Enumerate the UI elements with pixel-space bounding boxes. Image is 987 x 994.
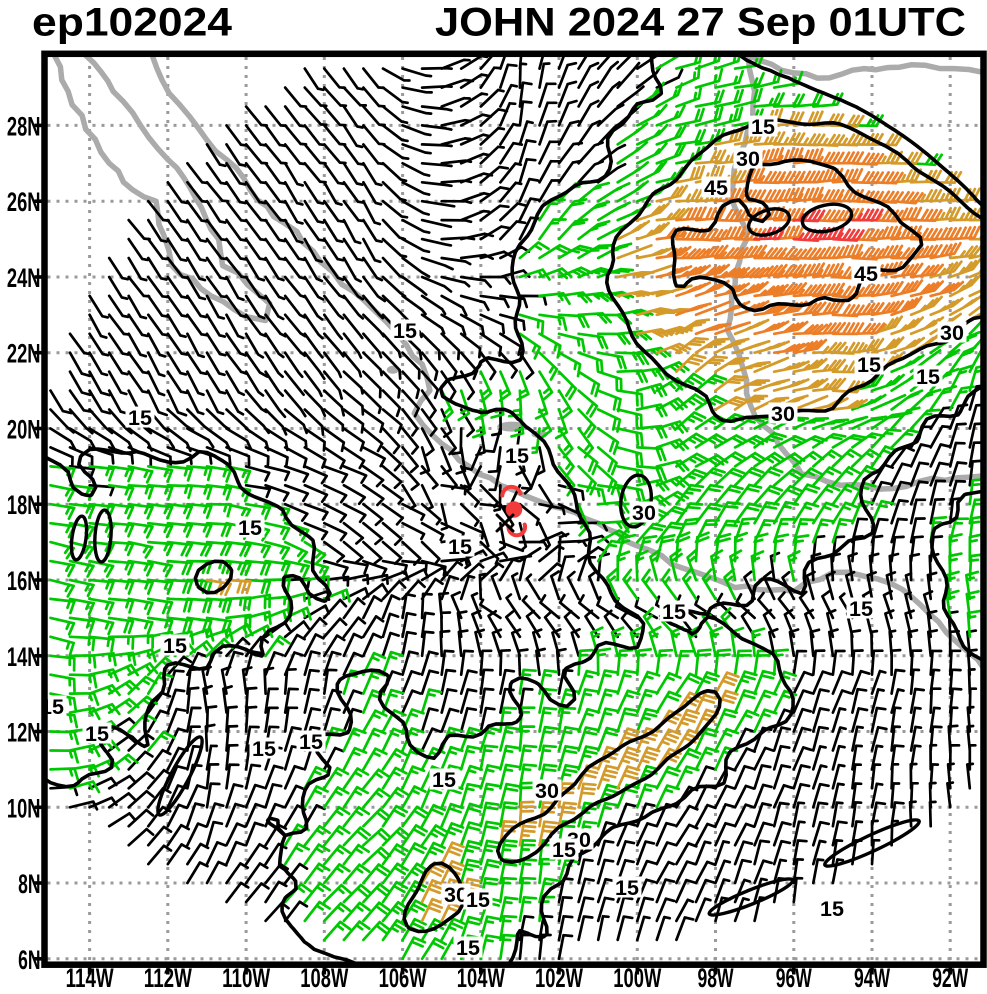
svg-text:15: 15 bbox=[849, 597, 873, 621]
svg-text:ep102024: ep102024 bbox=[32, 1, 233, 45]
svg-text:30: 30 bbox=[771, 402, 795, 426]
svg-text:30: 30 bbox=[736, 147, 760, 171]
svg-text:15: 15 bbox=[505, 444, 529, 468]
svg-text:10N: 10N bbox=[7, 793, 41, 823]
svg-text:8N: 8N bbox=[18, 869, 40, 899]
svg-text:20N: 20N bbox=[7, 415, 41, 445]
svg-text:15: 15 bbox=[128, 406, 152, 430]
svg-text:30: 30 bbox=[940, 321, 964, 345]
svg-text:15: 15 bbox=[238, 516, 262, 540]
svg-text:15: 15 bbox=[466, 888, 490, 912]
svg-text:26N: 26N bbox=[7, 187, 41, 217]
svg-text:28N: 28N bbox=[7, 111, 41, 141]
svg-text:15: 15 bbox=[40, 695, 64, 719]
svg-text:18N: 18N bbox=[7, 490, 41, 520]
svg-text:114W: 114W bbox=[66, 963, 114, 989]
svg-text:24N: 24N bbox=[7, 263, 41, 293]
svg-text:104W: 104W bbox=[457, 963, 505, 989]
svg-text:92W: 92W bbox=[932, 963, 968, 989]
svg-text:45: 45 bbox=[854, 262, 878, 286]
svg-text:45: 45 bbox=[704, 176, 728, 200]
svg-text:100W: 100W bbox=[613, 963, 661, 989]
svg-text:16N: 16N bbox=[7, 566, 41, 596]
svg-text:15: 15 bbox=[916, 365, 940, 389]
svg-text:15: 15 bbox=[393, 319, 417, 343]
svg-text:15: 15 bbox=[448, 535, 472, 559]
svg-text:15: 15 bbox=[85, 722, 109, 746]
svg-text:14N: 14N bbox=[7, 642, 41, 672]
svg-text:15: 15 bbox=[456, 936, 480, 960]
svg-text:96W: 96W bbox=[776, 963, 812, 989]
svg-text:22N: 22N bbox=[7, 339, 41, 369]
svg-text:15: 15 bbox=[552, 838, 576, 862]
svg-text:30: 30 bbox=[444, 883, 468, 907]
svg-text:15: 15 bbox=[299, 730, 323, 754]
svg-text:6N: 6N bbox=[18, 945, 40, 975]
svg-text:15: 15 bbox=[432, 768, 456, 792]
svg-text:15: 15 bbox=[615, 876, 639, 900]
svg-text:112W: 112W bbox=[144, 963, 192, 989]
svg-text:15: 15 bbox=[751, 115, 775, 139]
svg-text:102W: 102W bbox=[535, 963, 583, 989]
svg-text:30: 30 bbox=[632, 501, 656, 525]
svg-text:110W: 110W bbox=[222, 963, 270, 989]
svg-text:108W: 108W bbox=[300, 963, 348, 989]
svg-text:15: 15 bbox=[857, 353, 881, 377]
svg-text:15: 15 bbox=[252, 737, 276, 761]
svg-text:106W: 106W bbox=[379, 963, 427, 989]
svg-text:JOHN 2024 27 Sep 01UTC: JOHN 2024 27 Sep 01UTC bbox=[435, 1, 966, 45]
svg-text:12N: 12N bbox=[7, 718, 41, 748]
svg-text:30: 30 bbox=[535, 779, 559, 803]
svg-text:94W: 94W bbox=[854, 963, 890, 989]
svg-text:15: 15 bbox=[662, 600, 686, 624]
svg-text:98W: 98W bbox=[698, 963, 734, 989]
svg-text:15: 15 bbox=[820, 897, 844, 921]
svg-text:15: 15 bbox=[163, 634, 187, 658]
